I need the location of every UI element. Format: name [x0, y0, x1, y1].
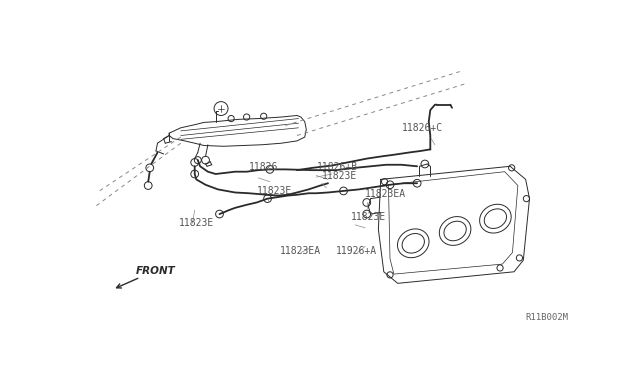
Text: 11826: 11826: [249, 162, 278, 172]
Text: 11823EA: 11823EA: [280, 246, 321, 256]
Text: 11823E: 11823E: [179, 218, 214, 228]
Text: FRONT: FRONT: [136, 266, 175, 276]
Text: 11826+B: 11826+B: [316, 162, 358, 172]
Text: 11926+A: 11926+A: [336, 246, 377, 256]
Text: 11823E: 11823E: [257, 186, 292, 196]
Text: 11823E: 11823E: [351, 212, 387, 222]
Text: R11B002M: R11B002M: [525, 313, 568, 322]
Text: 11823EA: 11823EA: [365, 189, 406, 199]
Text: 11823E: 11823E: [322, 171, 357, 181]
Text: 11826+C: 11826+C: [402, 123, 443, 133]
